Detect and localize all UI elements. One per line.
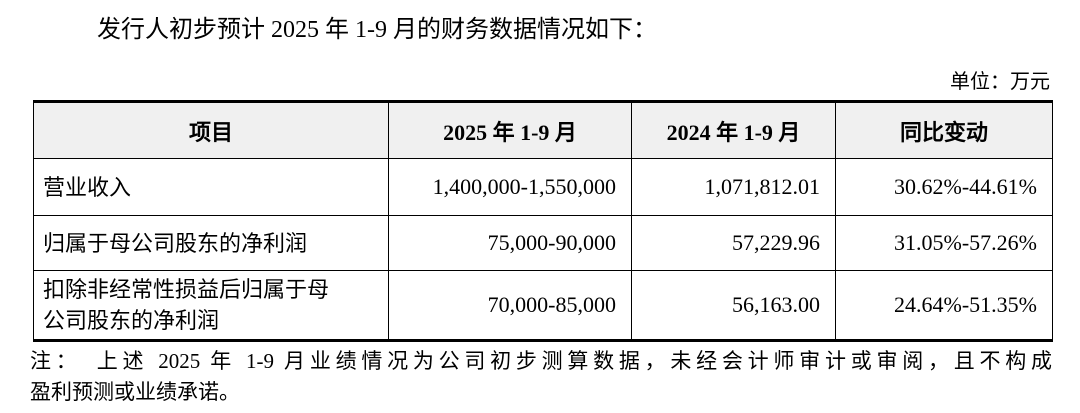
- value-2024-cell: 56,163.00: [631, 270, 836, 341]
- value-2024-cell: 57,229.96: [631, 215, 836, 271]
- table-row: 归属于母公司股东的净利润 75,000-90,000 57,229.96 31.…: [33, 215, 1053, 271]
- table-header-row: 项目 2025 年 1-9 月 2024 年 1-9 月 同比变动: [33, 101, 1053, 159]
- item-cell: 归属于母公司股东的净利润: [33, 215, 389, 271]
- header-yoy-change: 同比变动: [835, 101, 1053, 159]
- header-item: 项目: [33, 101, 389, 159]
- footnote-line1: 注： 上述 2025 年 1-9 月业绩情况为公司初步测算数据，未经会计师审计或…: [30, 349, 1052, 373]
- table-row: 营业收入 1,400,000-1,550,000 1,071,812.01 30…: [33, 158, 1053, 216]
- financial-forecast-table: 项目 2025 年 1-9 月 2024 年 1-9 月 同比变动 营业收入 1…: [33, 100, 1053, 342]
- value-2025-cell: 70,000-85,000: [388, 270, 632, 341]
- intro-paragraph: 发行人初步预计 2025 年 1-9 月的财务数据情况如下：: [97, 17, 657, 43]
- unit-label: 单位：万元: [950, 71, 1050, 93]
- item-label: 归属于母公司股东的净利润: [43, 230, 308, 256]
- item-cell: 营业收入: [33, 158, 389, 216]
- value-2024-cell: 1,071,812.01: [631, 158, 836, 216]
- item-label-line1: 扣除非经常性损益后归属于母: [43, 277, 330, 302]
- yoy-change-cell: 30.62%-44.61%: [835, 158, 1053, 216]
- header-period-2024: 2024 年 1-9 月: [631, 101, 836, 159]
- value-2025-cell: 75,000-90,000: [388, 215, 632, 271]
- yoy-change-cell: 24.64%-51.35%: [835, 270, 1053, 341]
- yoy-change-cell: 31.05%-57.26%: [835, 215, 1053, 271]
- value-2025-cell: 1,400,000-1,550,000: [388, 158, 632, 216]
- item-label: 营业收入: [43, 174, 132, 200]
- item-cell: 扣除非经常性损益后归属于母 公司股东的净利润: [33, 270, 389, 341]
- footnote-line2: 盈利预测或业绩承诺。: [30, 380, 240, 404]
- item-label-line2: 公司股东的净利润: [43, 308, 220, 333]
- header-period-2025: 2025 年 1-9 月: [388, 101, 632, 159]
- footnote: 注： 上述 2025 年 1-9 月业绩情况为公司初步测算数据，未经会计师审计或…: [30, 346, 1052, 408]
- table-row: 扣除非经常性损益后归属于母 公司股东的净利润 70,000-85,000 56,…: [33, 270, 1053, 341]
